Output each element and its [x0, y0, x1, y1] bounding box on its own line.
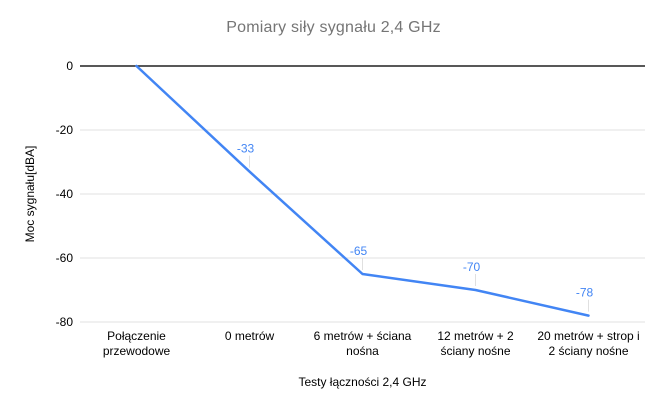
y-tick-label: -60	[56, 251, 74, 265]
y-tick-label: -80	[56, 315, 74, 329]
x-tick-label: Połączenie przewodowe	[102, 329, 171, 358]
x-tick-label: 12 metrów + 2 ściany nośne	[437, 329, 514, 358]
data-label: -65	[350, 244, 368, 258]
data-label: -70	[463, 260, 481, 274]
y-tick-label: -20	[56, 123, 74, 137]
series-line	[135, 64, 590, 317]
y-tick-label: -40	[56, 187, 74, 201]
chart-title: Pomiary siły sygnału 2,4 GHz	[226, 19, 441, 36]
x-axis-title: Testy łączności 2,4 GHz	[298, 375, 427, 389]
data-label: -78	[576, 286, 594, 300]
y-tick-label: 0	[66, 59, 73, 73]
x-tick-label: 6 metrów + ściana nośna	[313, 329, 412, 358]
x-tick-label: 0 metrów	[224, 329, 275, 343]
data-label: -33	[237, 142, 255, 156]
